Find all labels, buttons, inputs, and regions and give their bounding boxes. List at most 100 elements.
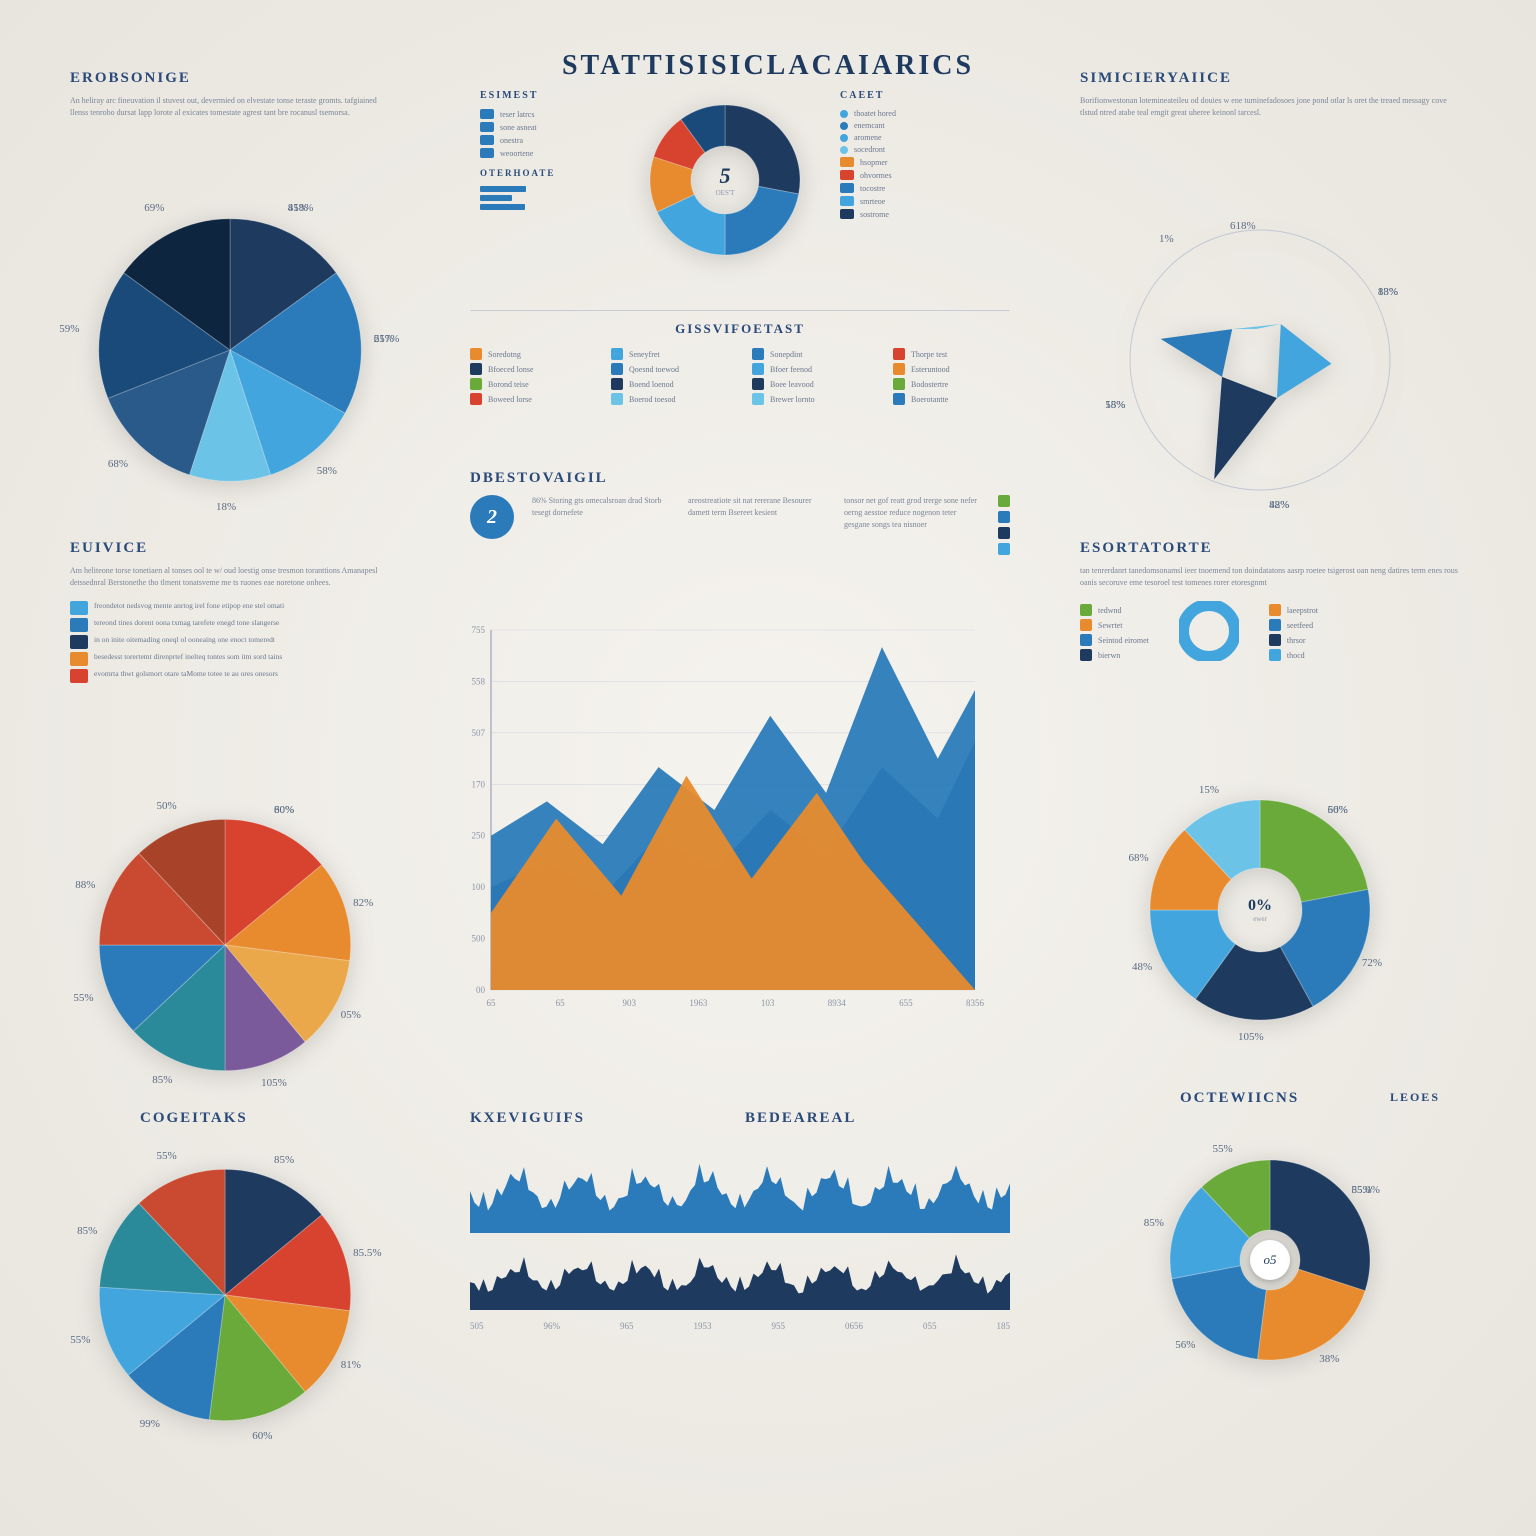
legend-item: enemcant (840, 121, 990, 130)
pct-label: 18% (216, 501, 236, 513)
svg-text:8934: 8934 (828, 998, 847, 1008)
legend-swatch (998, 495, 1010, 507)
tc-left-head: ESIMEST (480, 90, 620, 101)
pct-label: 15% (1105, 399, 1125, 411)
pct-label: 69% (144, 202, 164, 214)
legend-item: Bodostertre (893, 378, 1010, 390)
sparkline-1 (470, 1153, 1010, 1233)
tc-divider-head: GISSVIFOETAST (470, 321, 1010, 337)
mr-heading: ESORTATORTE (1080, 540, 1460, 557)
legend-item: tereond tines dorent oona txmag tarefete… (70, 618, 410, 632)
svg-text:170: 170 (472, 779, 486, 789)
legend-swatch (998, 543, 1010, 555)
ml-color-legend: freondetot nedsvog mente anrtog irel fon… (70, 601, 410, 683)
svg-text:00: 00 (476, 985, 486, 995)
text-col: areostreatiote sit nat rererane Besourer… (688, 495, 824, 531)
mc-text-cols: 86% Storing gts omecalsroan drad Storb t… (532, 495, 980, 531)
svg-text:903: 903 (623, 998, 637, 1008)
legend-item: Seneyfret (611, 348, 728, 360)
legend-item: Thorpe test (893, 348, 1010, 360)
pct-label: 38% (1319, 1353, 1339, 1365)
donut-tc-center: 5 (720, 163, 731, 189)
br-sub: LEOES (1390, 1090, 1440, 1107)
legend-item: besedesst torertemt direnprtef inelteq t… (70, 652, 410, 666)
tc-legend-left-sub (480, 186, 620, 210)
x-tick: 1953 (694, 1321, 712, 1331)
ml-heading: EUIVICE (70, 540, 410, 557)
ml-para: Am heliteone torse tonetiaen al tonses o… (70, 565, 410, 589)
legend-item: freondetot nedsvog mente anrtog irel fon… (70, 601, 410, 615)
svg-text:1963: 1963 (689, 998, 708, 1008)
legend-item: tedwnd (1080, 604, 1149, 616)
tc-right-head: CAEET (840, 90, 990, 101)
pct-label: 60% (274, 804, 294, 816)
legend-item: Boend loenod (611, 378, 728, 390)
legend-swatch (998, 511, 1010, 523)
legend-item: Boerotantte (893, 393, 1010, 405)
four-col-legend: SoredotngBfoeced lonseBorond teiseBoweed… (470, 345, 1010, 408)
legend-item: smrteoe (840, 196, 990, 206)
pct-label: 55% (73, 992, 93, 1004)
pct-label: 65% (374, 333, 394, 345)
legend-item: onestra (480, 135, 620, 145)
tc-left-sub: OTERHOATE (480, 168, 620, 178)
legend-item: Sewrtet (1080, 619, 1149, 631)
legend-item (480, 204, 620, 210)
legend-item: thoatet hored (840, 109, 990, 118)
text-col: 86% Storing gts omecalsroan drad Storb t… (532, 495, 668, 531)
legend-item: seetfeed (1269, 619, 1318, 631)
pct-label: 85% (152, 1074, 172, 1086)
legend-item: Boerod toesod (611, 393, 728, 405)
x-tick: 965 (620, 1321, 634, 1331)
tl-heading: EROBSONIGE (70, 70, 390, 87)
pct-label: 15% (1199, 784, 1219, 796)
legend-item: Boweed lorse (470, 393, 587, 405)
pct-label: 99% (140, 1418, 160, 1430)
legend-item: Boee leavood (752, 378, 869, 390)
pct-label: 60% (252, 1430, 272, 1442)
pct-label: 13% (1378, 286, 1398, 298)
x-tick: 505 (470, 1321, 484, 1331)
svg-text:65: 65 (556, 998, 566, 1008)
legend-swatch (998, 527, 1010, 539)
legend-item: Esteruntood (893, 363, 1010, 375)
bc-head-r: BEDEAREAL (745, 1110, 856, 1127)
x-tick: 185 (997, 1321, 1011, 1331)
legend-item: Bfoeced lonse (470, 363, 587, 375)
pct-label: 56% (1175, 1339, 1195, 1351)
pct-label: 85% (77, 1225, 97, 1237)
legend-item: Sonepdint (752, 348, 869, 360)
legend-item: Bfoer feenod (752, 363, 869, 375)
pct-label: 1% (1159, 233, 1174, 245)
pct-label: 88% (75, 879, 95, 891)
legend-item: aromene (840, 133, 990, 142)
legend-item: teser latrcs (480, 109, 620, 119)
donut-tc-sub: OES'T (716, 189, 735, 197)
x-tick: 055 (923, 1321, 937, 1331)
legend-item: weoortene (480, 148, 620, 158)
pct-label: 105% (261, 1077, 287, 1089)
pct-label: 66% (1328, 804, 1348, 816)
mr-legend-right: laeepstrotseetfeedthrsorthocd (1269, 601, 1318, 664)
legend-item (480, 186, 620, 192)
legend-item: Brewer lornto (752, 393, 869, 405)
text-col: tonsor net gof reatt grod trerge sone ne… (844, 495, 980, 531)
svg-text:655: 655 (899, 998, 913, 1008)
legend-item: ohvormes (840, 170, 990, 180)
svg-text:103: 103 (761, 998, 775, 1008)
pct-label: 42% (1269, 499, 1289, 511)
pct-label: 105% (1238, 1031, 1264, 1043)
br-heading: OCTEWIICNS (1180, 1090, 1299, 1107)
pct-label: 50% (157, 800, 177, 812)
tr-heading: SIMICIERYAIICE (1080, 70, 1460, 87)
svg-text:500: 500 (472, 934, 486, 944)
svg-text:250: 250 (472, 831, 486, 841)
legend-item: laeepstrot (1269, 604, 1318, 616)
legend-item: tocostre (840, 183, 990, 193)
mr-para: tan tenrerdanrt tanedomsonamsl ieer tnoe… (1080, 565, 1460, 589)
pct-label: 85% (1144, 1217, 1164, 1229)
mc-heading: DBESTOVAIGIL (470, 470, 1010, 487)
pct-label: 68% (1129, 852, 1149, 864)
pct-label: 72% (1362, 957, 1382, 969)
tc-legend-right: thoatet horedenemcantaromenesocedronthso… (840, 109, 990, 219)
